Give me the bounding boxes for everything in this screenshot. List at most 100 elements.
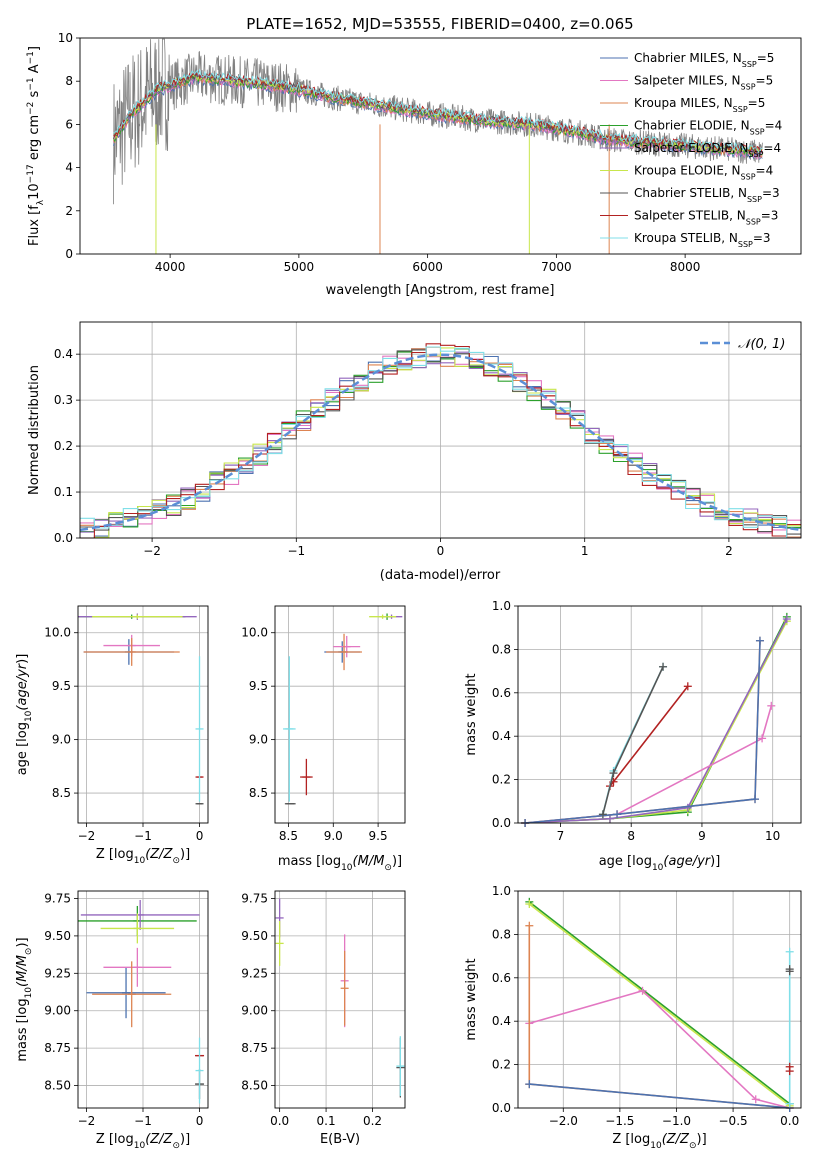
age-vs-metallicity-chart: −2 −1 0 8.5 9.0 9.5 10.0 Z [log10(Z/Z⊙)] age [lo… xyxy=(15,605,209,866)
errorbar-point xyxy=(86,967,166,1019)
x-tick-label: 0 xyxy=(196,1114,204,1128)
errorbar-point xyxy=(100,913,175,944)
y-tick-label: 8.75 xyxy=(44,1041,71,1055)
x-tick-label: 9.0 xyxy=(324,829,343,843)
y-tick-label: 0.2 xyxy=(492,773,511,787)
x-axis-label: Z [log10(Z/Z⊙)] xyxy=(96,847,190,866)
massweight-series-line xyxy=(525,620,788,824)
y-tick-label: 0.2 xyxy=(54,439,73,453)
y-tick-label: 0.6 xyxy=(492,971,511,985)
y-tick-label: 9.5 xyxy=(249,679,268,693)
y-tick-label: 0.8 xyxy=(492,927,511,941)
x-axis-label: (data-model)/error xyxy=(380,568,501,583)
y-tick-label: 8.5 xyxy=(249,786,268,800)
legend-label: Salpeter ELODIE, NSSP=4 xyxy=(634,141,781,159)
y-tick-label: 1.0 xyxy=(492,599,511,613)
x-tick-label: 9.5 xyxy=(369,829,388,843)
massweight-series-line xyxy=(528,903,791,1107)
y-axis-label: age [log10(age/yr)] xyxy=(15,654,34,776)
y-tick-label: 0.1 xyxy=(54,485,73,499)
y-tick-label: 9.75 xyxy=(241,891,268,905)
errorbar-point xyxy=(326,633,362,671)
y-tick-label: 9.5 xyxy=(52,679,71,693)
x-tick-label: 9 xyxy=(698,829,706,843)
massweight-series-line xyxy=(525,616,788,824)
legend-label: Kroupa ELODIE, NSSP=4 xyxy=(634,164,773,182)
x-axis-label: age [log10(age/yr)] xyxy=(599,854,721,873)
y-axis-label: Flux [fλ10−17 erg cm−2 s−1 A−1] xyxy=(26,46,46,246)
x-tick-label: −1.0 xyxy=(662,1114,691,1128)
axes-frame xyxy=(77,890,209,1109)
mass-vs-extinction-chart: 0.0 0.1 0.2 8.50 8.75 9.00 9.25 9.50 9.75 E(B-V) xyxy=(241,890,406,1147)
y-tick-label: 8.5 xyxy=(52,786,71,800)
y-tick-label: 9.50 xyxy=(241,929,268,943)
errorbar-point xyxy=(83,638,180,666)
y-tick-label: 0.4 xyxy=(492,1014,511,1028)
y-tick-label: 2 xyxy=(65,204,73,218)
y-tick-label: 9.25 xyxy=(44,966,71,980)
legend-label: Chabrier MILES, NSSP=5 xyxy=(634,51,774,69)
legend: 𝒩(0, 1) xyxy=(700,337,785,352)
y-tick-label: 9.00 xyxy=(44,1004,71,1018)
residuals-chart: −2 −1 0 1 2 0.0 0.1 0.2 0.3 0.4 (data-model)/error… xyxy=(27,321,802,583)
y-tick-label: 9.0 xyxy=(52,733,71,747)
x-axis-label: mass [log10(M/M⊙)] xyxy=(278,854,402,873)
y-tick-label: 9.25 xyxy=(241,966,268,980)
y-tick-label: 0.4 xyxy=(492,729,511,743)
x-tick-label: 8 xyxy=(627,829,635,843)
x-tick-label: 0.2 xyxy=(363,1114,382,1128)
legend-label: Chabrier STELIB, NSSP=3 xyxy=(634,186,780,204)
axes-frame xyxy=(517,890,802,1109)
massweight-series-line xyxy=(525,618,788,824)
y-tick-label: 1.0 xyxy=(492,884,511,898)
axes-frame xyxy=(517,605,802,824)
massweight-series-line xyxy=(529,1083,790,1109)
massweight-series-line xyxy=(525,640,761,824)
x-tick-label: 0 xyxy=(196,829,204,843)
y-tick-label: 0.0 xyxy=(54,531,73,545)
x-axis-label: wavelength [Angstrom, rest frame] xyxy=(326,283,555,298)
x-tick-label: −2 xyxy=(143,544,161,558)
errorbar-point xyxy=(92,614,183,619)
y-tick-label: 9.0 xyxy=(249,733,268,747)
model-spectrum-line xyxy=(113,68,763,153)
x-tick-label: 5000 xyxy=(284,260,315,274)
x-tick-label: −2 xyxy=(78,1114,96,1128)
y-tick-label: 9.00 xyxy=(241,1004,268,1018)
x-tick-label: 0 xyxy=(437,544,445,558)
errorbar-point xyxy=(195,1037,204,1104)
x-tick-label: 4000 xyxy=(155,260,186,274)
errorbar-point xyxy=(80,899,200,930)
residual-histogram xyxy=(80,349,801,535)
legend-label: Salpeter STELIB, NSSP=3 xyxy=(634,209,778,227)
residual-histogram xyxy=(80,346,801,539)
errorbar-point xyxy=(195,656,204,802)
x-tick-label: 1 xyxy=(581,544,589,558)
y-tick-label: 0 xyxy=(65,247,73,261)
y-axis-label: mass [log10(M/M⊙)] xyxy=(15,937,34,1061)
x-tick-label: 7 xyxy=(557,829,565,843)
gaussian-reference-curve xyxy=(79,353,802,532)
massweight-vs-age-chart: 7 8 9 10 0.0 0.2 0.4 0.6 0.8 1.0 age [log10(age/yr… xyxy=(464,599,802,873)
y-tick-label: 10.0 xyxy=(44,626,71,640)
legend-label: Chabrier ELODIE, NSSP=4 xyxy=(634,119,782,137)
x-tick-label: 7000 xyxy=(541,260,572,274)
y-tick-label: 8.75 xyxy=(241,1041,268,1055)
age-vs-mass-chart: 8.5 9.0 9.5 8.5 9.0 9.5 10.0 mass [log10(M/M⊙)] xyxy=(241,605,406,873)
y-tick-label: 0.3 xyxy=(54,393,73,407)
massweight-series-line xyxy=(602,666,664,815)
x-tick-label: 8.5 xyxy=(279,829,298,843)
x-tick-label: 0.1 xyxy=(317,1114,336,1128)
axes-frame xyxy=(79,321,802,539)
x-tick-label: −1.5 xyxy=(605,1114,634,1128)
y-tick-label: 8.50 xyxy=(44,1079,71,1093)
residual-histogram xyxy=(80,351,801,539)
errorbar-point xyxy=(275,920,284,966)
massweight-series-line xyxy=(528,925,790,1109)
y-axis-label: mass weight xyxy=(464,673,479,755)
x-tick-label: −1 xyxy=(134,1114,152,1128)
errorbar-point xyxy=(369,614,397,619)
y-tick-label: 0.0 xyxy=(492,1101,511,1115)
y-tick-label: 0.4 xyxy=(54,347,73,361)
x-axis-label: E(B-V) xyxy=(320,1132,360,1147)
